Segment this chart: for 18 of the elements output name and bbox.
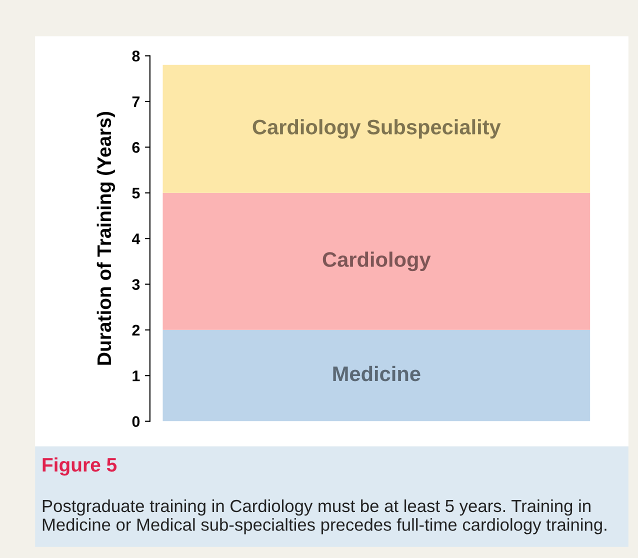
y-tick-label: 2 (132, 324, 140, 336)
text: Postgraduate training in Cardiology must be at least 5 years. Training in Medicine or Medical sub-specialties precedes full-time cardiology training. (42, 499, 606, 534)
y-tick-label: 7 (132, 96, 140, 108)
y-tick-label: 0 (132, 416, 140, 427)
series-label: Cardiology (322, 252, 431, 272)
bar (162, 330, 590, 422)
y-axis-title: Duration of Training (Years) (96, 112, 116, 365)
series-label: Medicine (333, 366, 420, 382)
bar (162, 192, 590, 330)
y-tick-label: 5 (132, 188, 140, 199)
y-tick-label: 4 (132, 234, 140, 244)
caption: Figure 5 (42, 457, 117, 476)
series-label: Cardiology Subspeciality (252, 119, 501, 139)
y-tick-label: 8 (132, 50, 140, 62)
y-tick-label: 1 (132, 370, 140, 382)
y-tick-label: 3 (132, 279, 140, 290)
y-tick-label: 6 (132, 142, 140, 153)
bar (162, 64, 590, 193)
